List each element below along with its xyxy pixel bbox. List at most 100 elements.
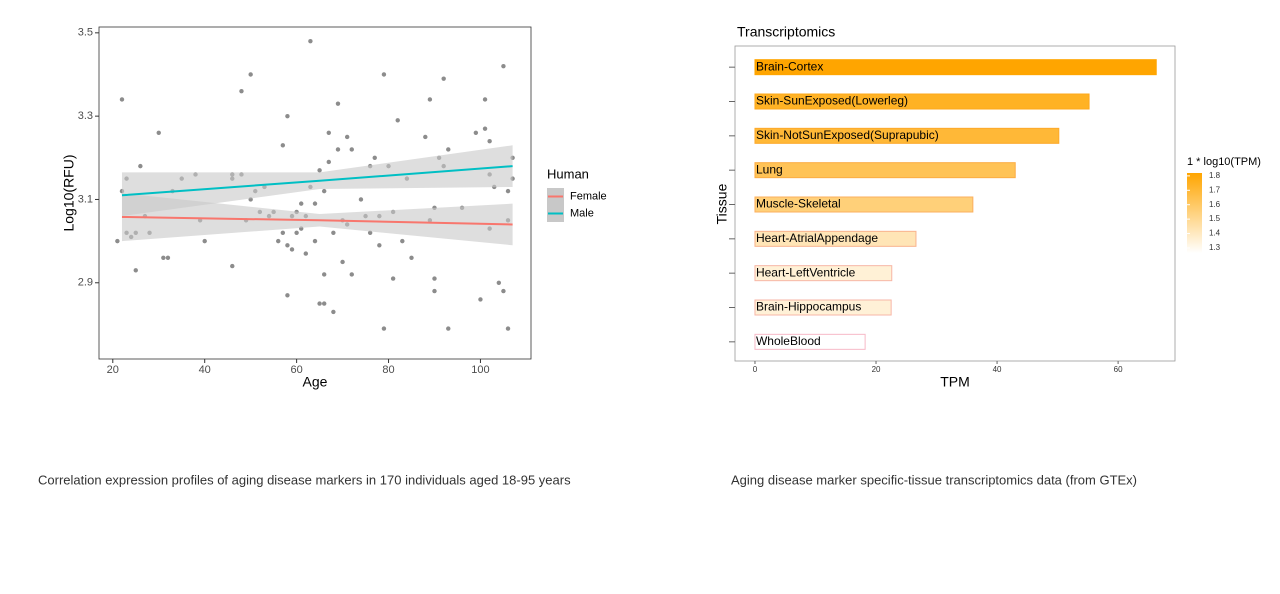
point [248,72,253,77]
x-axis-label: Age [303,374,328,390]
point [294,230,299,235]
point [312,238,318,244]
x-tick-label: 60 [1114,365,1123,374]
x-tick-label: 100 [471,364,489,376]
colorbar-tick-label: 1.5 [1209,214,1221,223]
point [326,130,331,136]
point [482,126,488,131]
point [340,259,345,265]
point [478,297,483,302]
point [230,263,235,269]
point [358,197,364,202]
bar [754,127,1060,144]
confidence-band [121,193,513,246]
point [317,301,322,306]
bar [754,333,866,350]
bar [754,162,1016,179]
point [202,238,207,244]
colorbar-tick-label: 1.3 [1209,243,1221,252]
colorbar-tick-label: 1.4 [1209,229,1221,238]
point [423,134,428,140]
point [372,155,377,161]
x-tick-label: 0 [753,365,758,374]
y-tick-label: 3.1 [78,193,93,205]
point [165,255,171,260]
bar [754,299,892,316]
x-tick-label: 20 [107,364,119,376]
point [367,230,373,235]
point [239,88,244,94]
point [505,326,511,331]
point [119,97,125,102]
fit-line [121,165,513,197]
point [285,113,290,119]
point [326,159,331,165]
y-axis-label: Tissue [714,183,730,224]
legend-label: Female [570,190,607,202]
point [501,288,506,294]
bar-label: Brain-Cortex [756,59,823,73]
bar [754,196,974,213]
point [285,293,290,298]
x-tick-label: 40 [199,364,211,376]
colorbar-tick-label: 1.7 [1209,185,1221,194]
x-tick-label: 80 [382,364,394,376]
colorbar-tick-label: 1.8 [1209,171,1221,180]
x-tick-label: 20 [872,365,881,374]
point [441,76,446,81]
point [432,288,437,294]
point [381,326,387,331]
point [133,268,138,273]
bar-label: Muscle-Skeletal [756,197,841,211]
bar [754,59,1157,76]
point [331,230,336,235]
colorbar [1187,173,1202,253]
point [138,163,143,169]
y-tick-label: 3.5 [78,27,93,39]
point [400,238,405,244]
point [349,147,354,152]
y-tick-label: 3.3 [78,110,93,122]
bar-label: WholeBlood [756,334,821,348]
point [473,130,479,136]
legend-label: Male [570,207,594,219]
point [156,130,161,136]
scatter-panel [98,26,532,360]
bar [754,265,893,282]
x-axis-label: TPM [940,374,970,390]
point [161,255,166,260]
point [487,138,492,144]
fit-line [121,215,513,226]
caption: Aging disease marker specific-tissue tra… [731,472,1137,487]
bar-label: Heart-AtrialAppendage [756,231,878,245]
point [409,255,414,260]
point [501,63,506,69]
point [496,280,502,285]
point [280,230,286,235]
colorbar-tick-label: 1.6 [1209,200,1221,209]
point [321,272,327,277]
colorbar-title: 1 * log10(TPM) [1187,156,1261,168]
point [321,301,327,306]
bar [754,93,1090,110]
point [280,143,286,148]
point [303,251,309,256]
point [331,309,336,315]
point [335,101,341,106]
point [381,72,387,77]
point [377,243,382,248]
point [115,238,120,244]
point [289,247,295,252]
point [285,243,290,248]
bar-label: Lung [756,162,783,176]
point [317,168,322,173]
point [312,201,318,206]
bar-label: Skin-NotSunExposed(Suprapubic) [756,128,939,142]
point [276,238,281,244]
point [395,118,400,123]
point [344,134,350,140]
y-tick-label: 2.9 [78,277,93,289]
bar-panel [734,45,1176,362]
